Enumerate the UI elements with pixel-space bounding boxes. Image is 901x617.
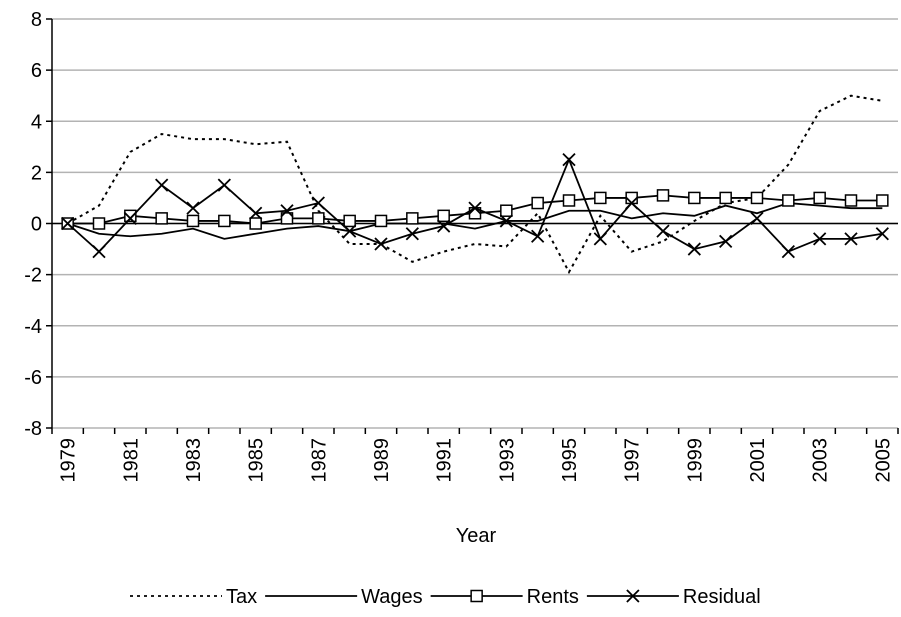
- x-tick-label: 1995: [559, 438, 581, 483]
- data-point: [562, 152, 576, 167]
- data-point: [844, 232, 858, 246]
- data-point: [625, 196, 639, 210]
- data-point: [688, 191, 701, 205]
- data-point: [844, 194, 858, 207]
- x-tick-label: 1979: [58, 438, 80, 483]
- data-point: [499, 214, 513, 228]
- data-point: [437, 209, 450, 223]
- data-point: [687, 242, 701, 256]
- y-tick-label: 4: [31, 111, 42, 133]
- data-point: [719, 234, 733, 249]
- data-point: [437, 219, 451, 233]
- data-point: [405, 227, 419, 241]
- data-point: [92, 244, 106, 259]
- x-tick-label: 1991: [434, 438, 456, 483]
- data-point: [782, 194, 795, 207]
- data-point: [593, 232, 607, 246]
- series-line: [67, 94, 883, 275]
- x-axis-title: Year: [456, 525, 497, 547]
- x-tick-label: 1989: [371, 438, 393, 483]
- series-line: [67, 202, 883, 240]
- data-point: [875, 227, 889, 241]
- y-tick-label: -8: [24, 418, 42, 440]
- data-point: [500, 204, 513, 217]
- data-point: [343, 214, 356, 228]
- x-tick-label: 1983: [183, 438, 205, 483]
- y-tick-label: 2: [31, 162, 42, 184]
- data-point: [249, 206, 263, 220]
- data-point: [562, 194, 576, 207]
- y-tick-label: -2: [24, 265, 42, 287]
- data-point: [124, 209, 137, 223]
- legend-marker: [470, 589, 483, 603]
- data-point: [719, 191, 732, 205]
- data-point: [312, 212, 325, 225]
- data-point: [750, 191, 764, 205]
- data-point: [155, 212, 168, 225]
- x-tick-label: 1987: [308, 438, 330, 483]
- x-tick-label: 2003: [810, 438, 832, 483]
- legend-label: Residual: [683, 586, 761, 608]
- x-tick-label: 1981: [120, 438, 142, 483]
- legend-marker: [626, 589, 640, 603]
- y-tick-label: 0: [31, 214, 42, 236]
- data-point: [406, 212, 419, 225]
- data-point: [374, 237, 388, 251]
- legend-label: Wages: [361, 586, 423, 608]
- x-tick-label: 1997: [622, 438, 644, 483]
- x-tick-label: 1993: [496, 438, 518, 483]
- data-point: [217, 178, 231, 192]
- data-point: [813, 232, 827, 246]
- data-point: [468, 201, 482, 215]
- data-point: [155, 178, 169, 192]
- data-point: [531, 196, 544, 210]
- data-point: [374, 214, 388, 228]
- data-point: [61, 216, 75, 231]
- x-tick-label: 1999: [684, 438, 706, 483]
- data-point: [123, 211, 137, 226]
- data-point: [186, 214, 200, 228]
- data-point: [876, 194, 889, 207]
- data-point: [218, 214, 231, 228]
- data-point: [92, 217, 106, 230]
- data-point: [594, 191, 607, 205]
- data-point: [343, 224, 357, 238]
- y-tick-label: 8: [31, 9, 42, 31]
- x-tick-label: 2005: [872, 438, 894, 483]
- legend-label: Tax: [226, 586, 257, 608]
- y-tick-label: 6: [31, 60, 42, 82]
- x-tick-label: 2001: [747, 438, 769, 483]
- data-point: [249, 217, 262, 230]
- data-point: [750, 211, 764, 226]
- data-point: [656, 224, 670, 238]
- legend-label: Rents: [527, 586, 579, 608]
- y-tick-label: -6: [24, 367, 42, 389]
- data-point: [781, 244, 795, 259]
- y-tick-label: -4: [24, 316, 42, 338]
- data-point: [311, 196, 325, 210]
- data-point: [186, 201, 200, 215]
- data-point: [656, 189, 670, 202]
- data-point: [280, 212, 294, 225]
- data-point: [280, 204, 294, 218]
- x-tick-label: 1985: [246, 438, 268, 483]
- data-point: [531, 229, 545, 243]
- data-point: [813, 191, 826, 205]
